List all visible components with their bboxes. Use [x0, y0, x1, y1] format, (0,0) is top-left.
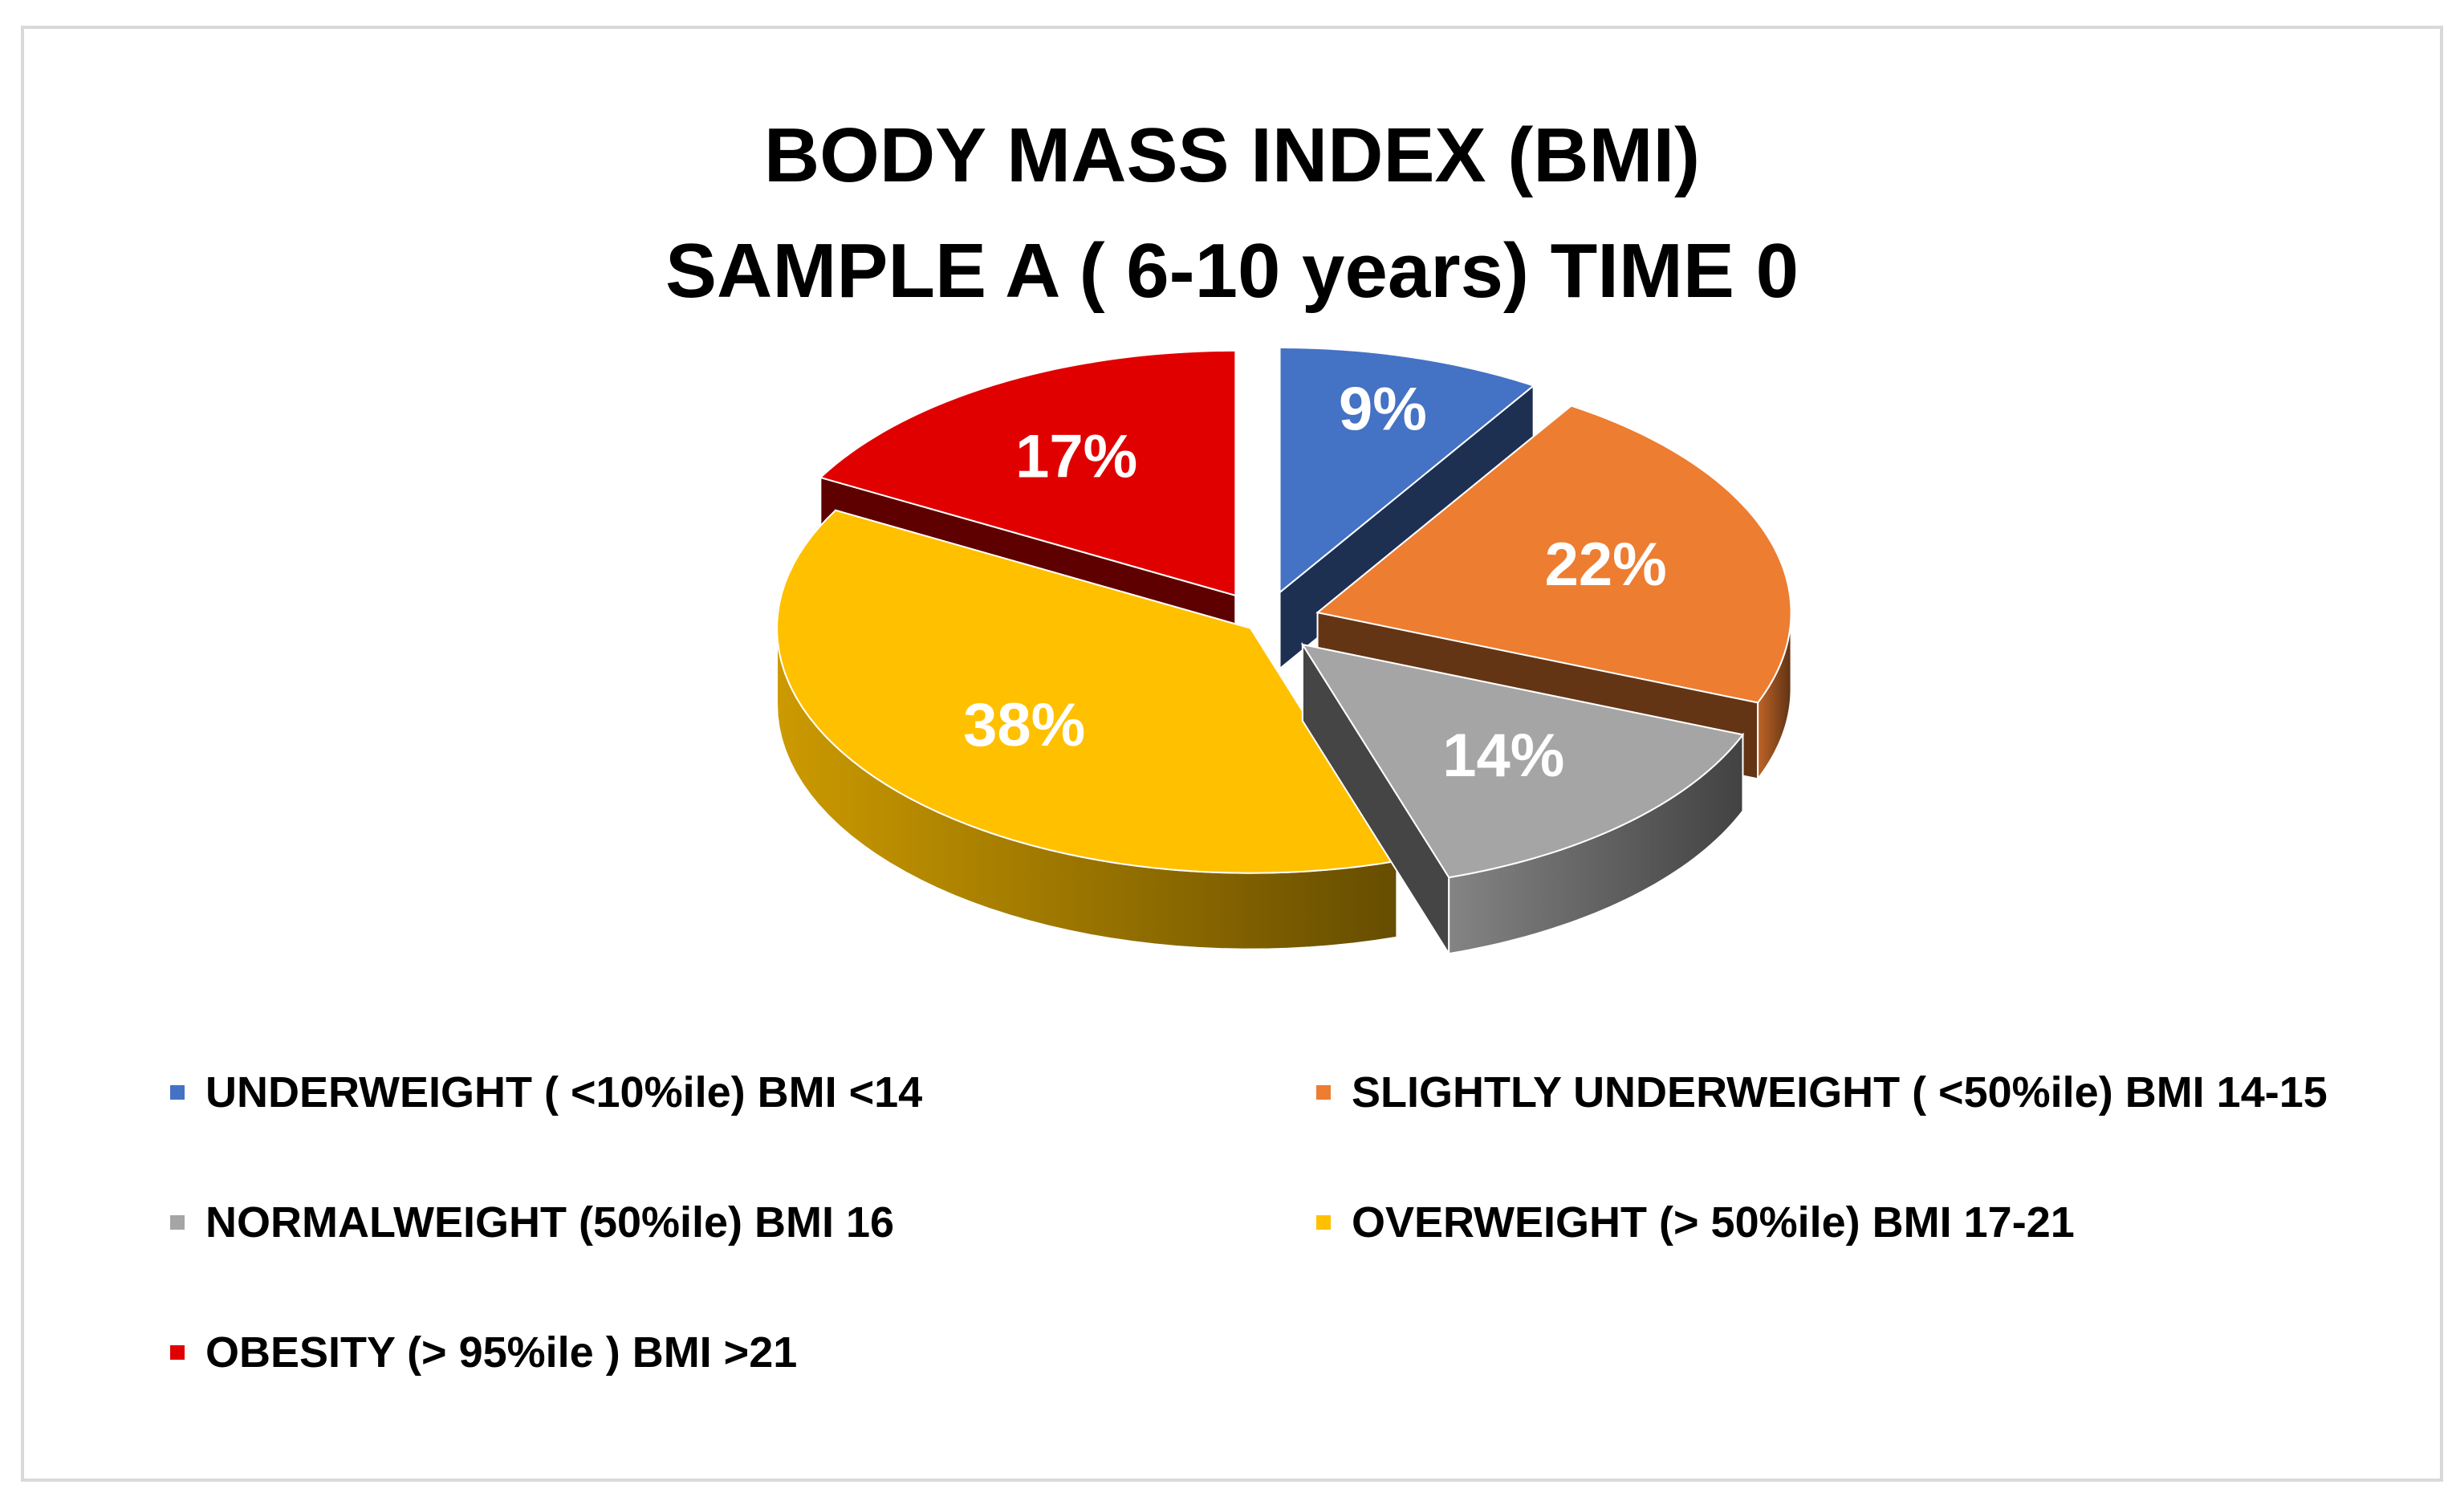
- legend-swatch: [170, 1085, 185, 1100]
- pie-slice-top: [819, 349, 1237, 597]
- legend-item-5: OBESITY (> 95%ile ) BMI >21: [170, 1328, 797, 1377]
- pie-slice-top: [1300, 643, 1745, 879]
- chart-subtitle: SAMPLE A ( 6-10 years) TIME 0: [665, 228, 1799, 314]
- legend-item-4: OVERWEIGHT (> 50%ile) BMI 17-21: [1316, 1198, 2075, 1247]
- data-label-3: 14%: [1442, 722, 1564, 790]
- legend-label: UNDERWEIGHT ( <10%ile) BMI <14: [205, 1068, 923, 1116]
- legend-label: NORMALWEIGHT (50%ile) BMI 16: [205, 1198, 895, 1247]
- pie-slice-top: [776, 509, 1399, 874]
- legend-item-1: UNDERWEIGHT ( <10%ile) BMI <14: [170, 1068, 922, 1117]
- legend-swatch: [170, 1345, 185, 1360]
- chart-title: BODY MASS INDEX (BMI): [763, 112, 1701, 198]
- data-label-5: 17%: [1015, 423, 1137, 491]
- legend-item-2: SLIGHTLY UNDERWEIGHT ( <50%ile) BMI 14-1…: [1316, 1068, 2328, 1117]
- pie-slice-top: [1315, 405, 1792, 704]
- legend-label: OBESITY (> 95%ile ) BMI >21: [205, 1328, 798, 1377]
- data-label-1: 9%: [1339, 376, 1427, 444]
- pie-slice-4: [776, 509, 1399, 950]
- legend-swatch: [1316, 1215, 1331, 1230]
- pie-slice-3: [1300, 641, 1745, 957]
- legend-item-3: NORMALWEIGHT (50%ile) BMI 16: [170, 1198, 894, 1247]
- data-label-2: 22%: [1545, 531, 1667, 599]
- legend-label: SLIGHTLY UNDERWEIGHT ( <50%ile) BMI 14-1…: [1352, 1068, 2328, 1116]
- data-label-4: 38%: [963, 691, 1085, 759]
- legend-swatch: [1316, 1085, 1331, 1100]
- pie-slice-top: [1279, 347, 1535, 595]
- legend-swatch: [170, 1215, 185, 1230]
- legend-label: OVERWEIGHT (> 50%ile) BMI 17-21: [1352, 1198, 2075, 1247]
